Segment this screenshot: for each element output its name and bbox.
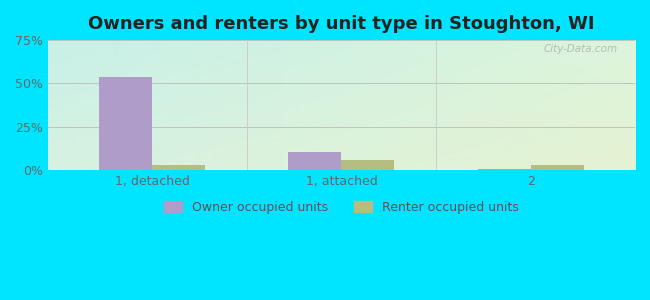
Text: City-Data.com: City-Data.com	[543, 44, 618, 54]
Bar	[152, 165, 205, 170]
Bar	[478, 169, 531, 170]
Legend: Owner occupied units, Renter occupied units: Owner occupied units, Renter occupied un…	[159, 196, 524, 219]
Title: Owners and renters by unit type in Stoughton, WI: Owners and renters by unit type in Stoug…	[88, 15, 595, 33]
Bar	[341, 160, 395, 170]
Bar	[289, 152, 341, 170]
Bar	[531, 165, 584, 170]
Bar	[99, 76, 152, 170]
